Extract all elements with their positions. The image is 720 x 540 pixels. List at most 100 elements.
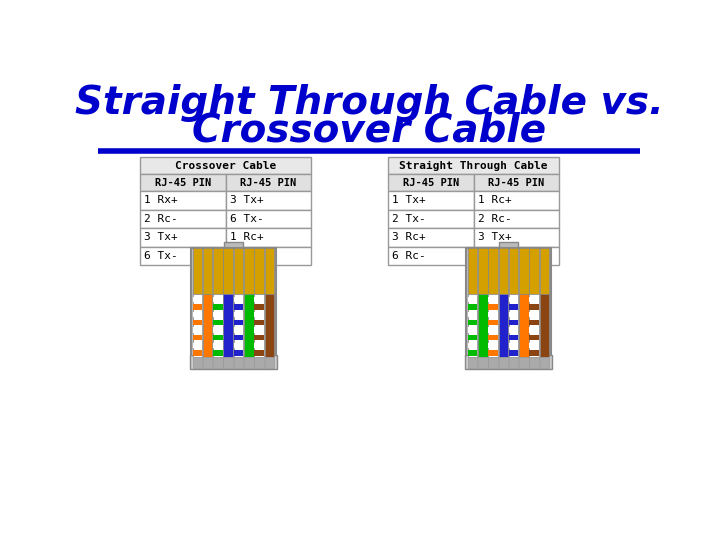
- Text: 3 Tx+: 3 Tx+: [144, 232, 178, 242]
- Bar: [488, 320, 498, 325]
- Bar: [519, 294, 528, 357]
- Bar: [468, 350, 477, 356]
- Bar: [234, 304, 243, 309]
- Text: 6 Tx-: 6 Tx-: [144, 251, 178, 261]
- Bar: [509, 248, 518, 294]
- Bar: [388, 210, 474, 228]
- Bar: [140, 191, 225, 210]
- Bar: [529, 294, 539, 357]
- Bar: [478, 356, 487, 368]
- Bar: [529, 320, 539, 325]
- Bar: [225, 228, 311, 247]
- Text: Straight Through Cable: Straight Through Cable: [400, 161, 548, 171]
- Bar: [140, 157, 311, 174]
- Bar: [234, 320, 243, 325]
- Bar: [509, 312, 518, 318]
- Text: RJ-45 PIN: RJ-45 PIN: [155, 178, 211, 187]
- Bar: [488, 248, 498, 294]
- Bar: [193, 320, 202, 325]
- Bar: [244, 248, 253, 294]
- Bar: [213, 335, 222, 340]
- Bar: [225, 210, 311, 228]
- Bar: [488, 350, 498, 356]
- Bar: [474, 191, 559, 210]
- Bar: [193, 294, 202, 357]
- Bar: [140, 228, 225, 247]
- Bar: [468, 312, 477, 318]
- Bar: [529, 304, 539, 309]
- Bar: [244, 356, 253, 368]
- Bar: [540, 356, 549, 368]
- Bar: [193, 356, 202, 368]
- Bar: [213, 327, 222, 333]
- Text: 2 Rc-: 2 Rc-: [477, 214, 511, 224]
- Text: Straight Through Cable vs.: Straight Through Cable vs.: [75, 84, 663, 122]
- Text: RJ-45 PIN: RJ-45 PIN: [488, 178, 544, 187]
- Bar: [193, 296, 202, 302]
- Bar: [509, 356, 518, 368]
- Bar: [264, 248, 274, 294]
- Bar: [529, 312, 539, 318]
- Bar: [254, 335, 264, 340]
- Bar: [499, 356, 508, 368]
- Text: 3 Tx+: 3 Tx+: [230, 195, 264, 205]
- Bar: [234, 343, 243, 348]
- Bar: [193, 327, 202, 333]
- Bar: [193, 312, 202, 318]
- Bar: [488, 356, 498, 368]
- Bar: [254, 350, 264, 356]
- Bar: [466, 248, 551, 357]
- Bar: [203, 294, 212, 357]
- Bar: [488, 312, 498, 318]
- Bar: [488, 296, 498, 302]
- Bar: [213, 356, 222, 368]
- Bar: [509, 304, 518, 309]
- Bar: [509, 320, 518, 325]
- Bar: [264, 294, 274, 357]
- Bar: [254, 248, 264, 294]
- Bar: [509, 296, 518, 302]
- Bar: [468, 327, 477, 333]
- Text: 1 Tx+: 1 Tx+: [392, 195, 426, 205]
- Bar: [213, 248, 222, 294]
- Text: RJ-45 PIN: RJ-45 PIN: [403, 178, 459, 187]
- Bar: [225, 174, 311, 191]
- Bar: [388, 191, 474, 210]
- Bar: [488, 327, 498, 333]
- Bar: [223, 356, 233, 368]
- Text: RJ-45 PIN: RJ-45 PIN: [240, 178, 297, 187]
- Bar: [213, 320, 222, 325]
- Bar: [529, 343, 539, 348]
- Text: 6 Rc-: 6 Rc-: [392, 251, 426, 261]
- Bar: [213, 294, 222, 357]
- Bar: [140, 247, 225, 265]
- Bar: [254, 356, 264, 368]
- Bar: [203, 248, 212, 294]
- Bar: [213, 296, 222, 302]
- Bar: [519, 248, 528, 294]
- Bar: [234, 327, 243, 333]
- Bar: [468, 356, 477, 368]
- Bar: [499, 294, 508, 357]
- Text: 3 Tx+: 3 Tx+: [477, 232, 511, 242]
- Bar: [234, 312, 243, 318]
- Bar: [529, 327, 539, 333]
- Text: 2 Rc-: 2 Rc-: [144, 214, 178, 224]
- Bar: [225, 191, 311, 210]
- Bar: [529, 248, 539, 294]
- Bar: [190, 355, 276, 369]
- Text: 3 Rc+: 3 Rc+: [392, 232, 426, 242]
- Text: 1 Rc+: 1 Rc+: [230, 232, 264, 242]
- Bar: [254, 304, 264, 309]
- Bar: [244, 294, 253, 357]
- Bar: [140, 174, 225, 191]
- Text: 1 Rx+: 1 Rx+: [144, 195, 178, 205]
- Bar: [213, 343, 222, 348]
- Bar: [193, 350, 202, 356]
- Text: 2 Tx-: 2 Tx-: [392, 214, 426, 224]
- Bar: [225, 247, 311, 265]
- Bar: [213, 350, 222, 356]
- Text: 2 Rc-: 2 Rc-: [230, 251, 264, 261]
- Text: Crossover Cable: Crossover Cable: [175, 161, 276, 171]
- Bar: [474, 247, 559, 265]
